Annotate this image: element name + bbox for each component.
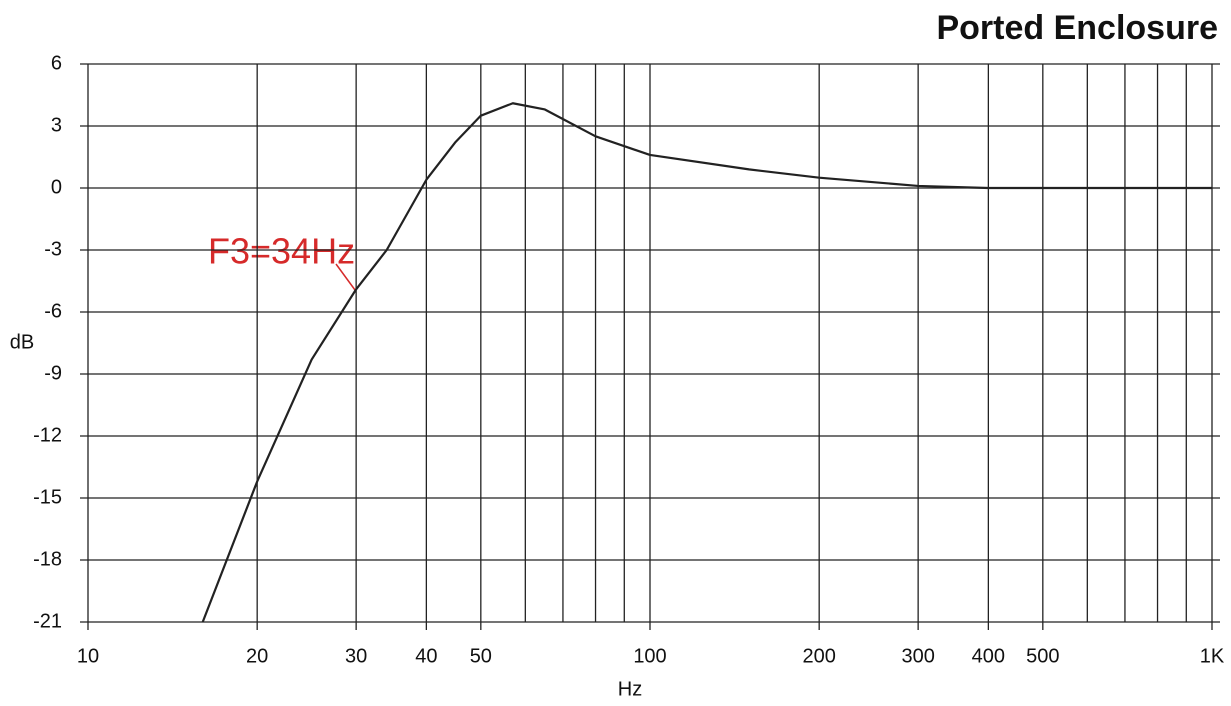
y-tick-label: -6 [44, 300, 62, 322]
annotation-pointer [335, 263, 356, 291]
x-tick-label: 1K [1200, 645, 1225, 667]
y-tick-label: -18 [33, 548, 62, 570]
x-tick-label: 200 [802, 645, 835, 667]
y-tick-label: 6 [51, 52, 62, 74]
x-tick-label: 30 [345, 645, 367, 667]
x-tick-label: 10 [77, 645, 99, 667]
response-line [201, 102, 1212, 623]
chart-title: Ported Enclosure [936, 9, 1218, 47]
y-tick-label: -12 [33, 424, 62, 446]
y-tick-label: 3 [51, 114, 62, 136]
x-tick-label: 40 [415, 645, 437, 667]
x-tick-label: 50 [470, 645, 492, 667]
x-tick-label: 500 [1026, 645, 1059, 667]
x-axis-label: Hz [618, 678, 642, 700]
x-tick-label: 300 [901, 645, 934, 667]
x-tick-label: 20 [246, 645, 268, 667]
annotation: F3=34Hz [208, 231, 355, 272]
x-tick-label: 100 [633, 645, 666, 667]
y-axis-label: dB [10, 331, 34, 353]
y-tick-label: -9 [44, 362, 62, 384]
y-tick-label: -21 [33, 610, 62, 632]
x-tick-label: 400 [972, 645, 1005, 667]
y-tick-label: -15 [33, 486, 62, 508]
y-tick-label: -3 [44, 238, 62, 260]
y-tick-label: 0 [51, 176, 62, 198]
